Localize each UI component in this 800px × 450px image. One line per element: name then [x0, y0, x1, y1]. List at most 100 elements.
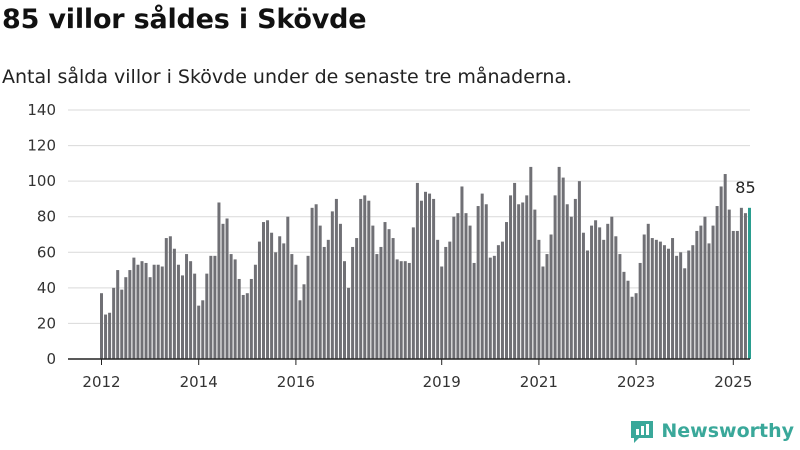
bar	[367, 200, 371, 359]
bar	[561, 177, 565, 359]
bar	[598, 227, 602, 359]
x-tick-label: 2023	[617, 373, 655, 391]
y-tick-label: 20	[37, 314, 56, 332]
bar	[306, 255, 310, 359]
y-tick-label: 140	[27, 101, 56, 119]
bar	[290, 254, 294, 359]
bar	[614, 236, 618, 359]
bar	[359, 198, 363, 359]
bar	[185, 254, 189, 359]
bar	[529, 166, 533, 359]
bar	[338, 223, 342, 359]
bar	[731, 230, 735, 359]
bar	[415, 182, 419, 359]
bar	[634, 293, 638, 359]
bar	[104, 314, 108, 359]
bar	[278, 236, 282, 359]
bar	[671, 238, 675, 359]
bar	[521, 202, 525, 359]
bar	[444, 246, 448, 359]
bar	[586, 250, 589, 359]
x-tick-label: 2016	[277, 373, 315, 391]
bar	[610, 216, 614, 359]
bar	[675, 255, 679, 359]
y-tick-label: 120	[27, 137, 56, 155]
bar	[448, 241, 452, 359]
bar	[213, 255, 217, 359]
bar	[452, 216, 456, 359]
bar	[351, 246, 355, 359]
bar	[294, 264, 298, 359]
x-axis: 2012 2014 2016 2019 2021 2023 2025	[68, 358, 752, 391]
bar	[739, 207, 743, 359]
bar	[100, 293, 103, 359]
bar	[225, 218, 229, 359]
bar	[577, 181, 581, 359]
bar	[136, 264, 140, 359]
bar	[606, 223, 610, 359]
bar	[695, 230, 699, 359]
bar	[707, 243, 711, 359]
y-tick-label: 100	[27, 172, 56, 190]
bar	[650, 238, 654, 359]
annotations: 85	[735, 178, 755, 197]
bar	[164, 238, 168, 359]
bar	[428, 193, 432, 359]
bar	[679, 252, 683, 359]
bar	[270, 232, 274, 359]
bar	[375, 254, 379, 359]
bar	[314, 204, 318, 359]
bar-highlight	[748, 207, 751, 359]
bar	[723, 174, 727, 359]
bar	[387, 229, 391, 359]
bar	[602, 239, 606, 359]
bar	[622, 271, 626, 359]
bar	[711, 225, 715, 359]
y-tick-label: 0	[46, 350, 56, 368]
bar	[488, 257, 492, 359]
bar	[509, 195, 513, 359]
bar	[132, 257, 136, 359]
bar	[626, 280, 630, 359]
y-axis-ticks: 0 20 40 60 80 100 120 140	[27, 101, 56, 368]
bar	[322, 246, 326, 359]
bar	[553, 195, 557, 359]
bar	[424, 191, 427, 359]
bar	[513, 182, 517, 359]
bar	[691, 245, 695, 359]
bar	[144, 262, 148, 359]
bar	[517, 204, 521, 359]
bar	[112, 287, 116, 359]
y-tick-label: 60	[37, 243, 56, 261]
bar	[197, 305, 201, 359]
last-value-label: 85	[735, 178, 755, 197]
bar	[492, 255, 496, 359]
bar	[541, 266, 545, 359]
bar	[160, 266, 164, 359]
bar	[687, 250, 691, 359]
bar	[148, 277, 152, 359]
bar	[638, 262, 642, 359]
bar	[472, 262, 476, 359]
bar	[371, 225, 375, 359]
bar	[715, 206, 719, 359]
bar	[193, 273, 197, 359]
bar	[565, 204, 569, 359]
bar	[343, 261, 346, 359]
bar	[395, 259, 399, 359]
bar	[383, 222, 387, 359]
bar	[262, 222, 265, 359]
bar	[120, 289, 124, 359]
bar	[124, 277, 128, 359]
bar	[363, 195, 367, 359]
y-tick-label: 40	[37, 279, 56, 297]
bar	[484, 204, 488, 359]
x-tick-label: 2014	[180, 373, 218, 391]
bar	[699, 225, 703, 359]
bar-chart-logo-icon	[631, 421, 654, 443]
bar	[172, 248, 176, 359]
bar	[298, 300, 302, 359]
bar	[108, 312, 112, 359]
bar	[403, 261, 407, 359]
bar	[237, 278, 241, 359]
